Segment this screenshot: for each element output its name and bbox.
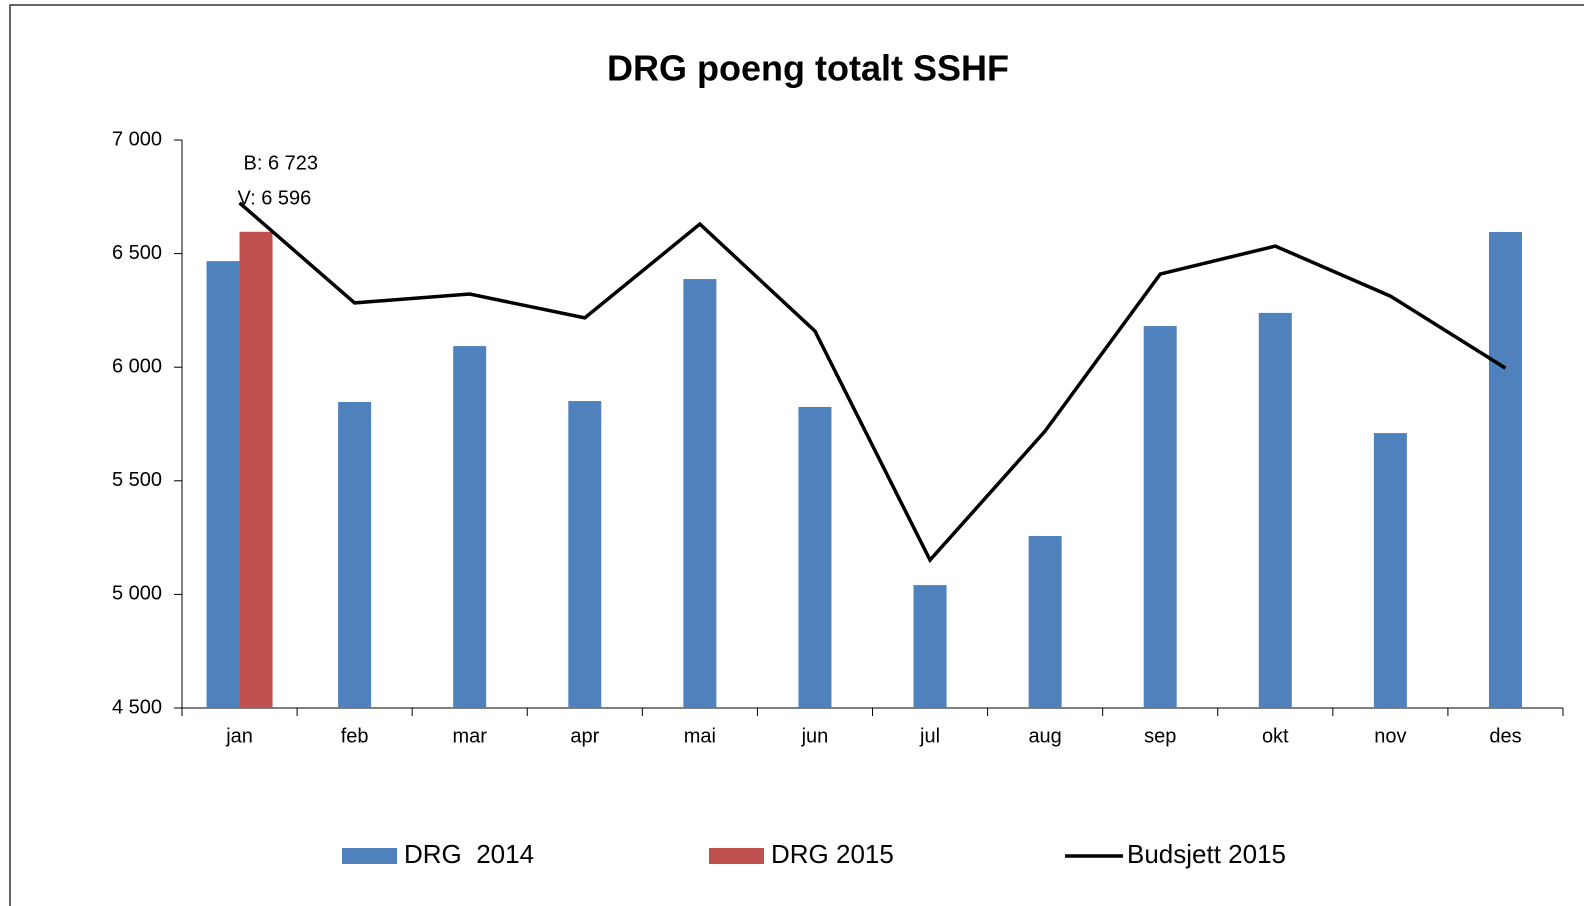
bar bbox=[1373, 433, 1407, 708]
x-tick-label: jun bbox=[801, 725, 829, 747]
x-tick-label: sep bbox=[1144, 725, 1176, 747]
legend-swatch bbox=[342, 848, 397, 864]
bar bbox=[338, 401, 372, 708]
chart-title: DRG poeng totalt SSHF bbox=[607, 48, 1009, 89]
x-tick-label: nov bbox=[1374, 725, 1406, 747]
data-label: B: 6 723 bbox=[244, 152, 319, 174]
bar bbox=[568, 401, 602, 708]
bar bbox=[453, 346, 487, 708]
y-tick-label: 6 000 bbox=[112, 355, 162, 377]
data-label: V: 6 596 bbox=[238, 187, 312, 209]
line bbox=[238, 201, 1507, 564]
y-tick-label: 7 000 bbox=[112, 128, 162, 150]
bar bbox=[239, 231, 273, 708]
bar bbox=[798, 406, 832, 708]
bar bbox=[1028, 536, 1062, 708]
bar bbox=[1143, 326, 1177, 708]
x-tick-label: jan bbox=[225, 725, 253, 747]
x-tick-label: des bbox=[1489, 725, 1521, 747]
legend-label: DRG 2014 bbox=[404, 839, 534, 869]
bar bbox=[913, 585, 947, 708]
x-tick-label: mar bbox=[452, 725, 487, 747]
y-tick-label: 4 500 bbox=[112, 696, 162, 718]
x-tick-label: feb bbox=[341, 725, 369, 747]
legend-label: DRG 2015 bbox=[771, 839, 894, 869]
x-tick-label: jul bbox=[919, 725, 940, 747]
bar bbox=[683, 279, 717, 708]
x-tick-label: okt bbox=[1262, 725, 1289, 747]
x-tick-label: mai bbox=[684, 725, 716, 747]
y-tick-label: 5 000 bbox=[112, 583, 162, 605]
legend-label: Budsjett 2015 bbox=[1127, 839, 1286, 869]
y-tick-label: 6 500 bbox=[112, 242, 162, 264]
bar bbox=[206, 261, 240, 708]
bar bbox=[1488, 232, 1522, 709]
x-tick-label: apr bbox=[570, 725, 599, 747]
legend-swatch bbox=[709, 848, 764, 864]
y-tick-label: 5 500 bbox=[112, 469, 162, 491]
x-tick-label: aug bbox=[1028, 725, 1061, 747]
bar bbox=[1258, 312, 1292, 708]
